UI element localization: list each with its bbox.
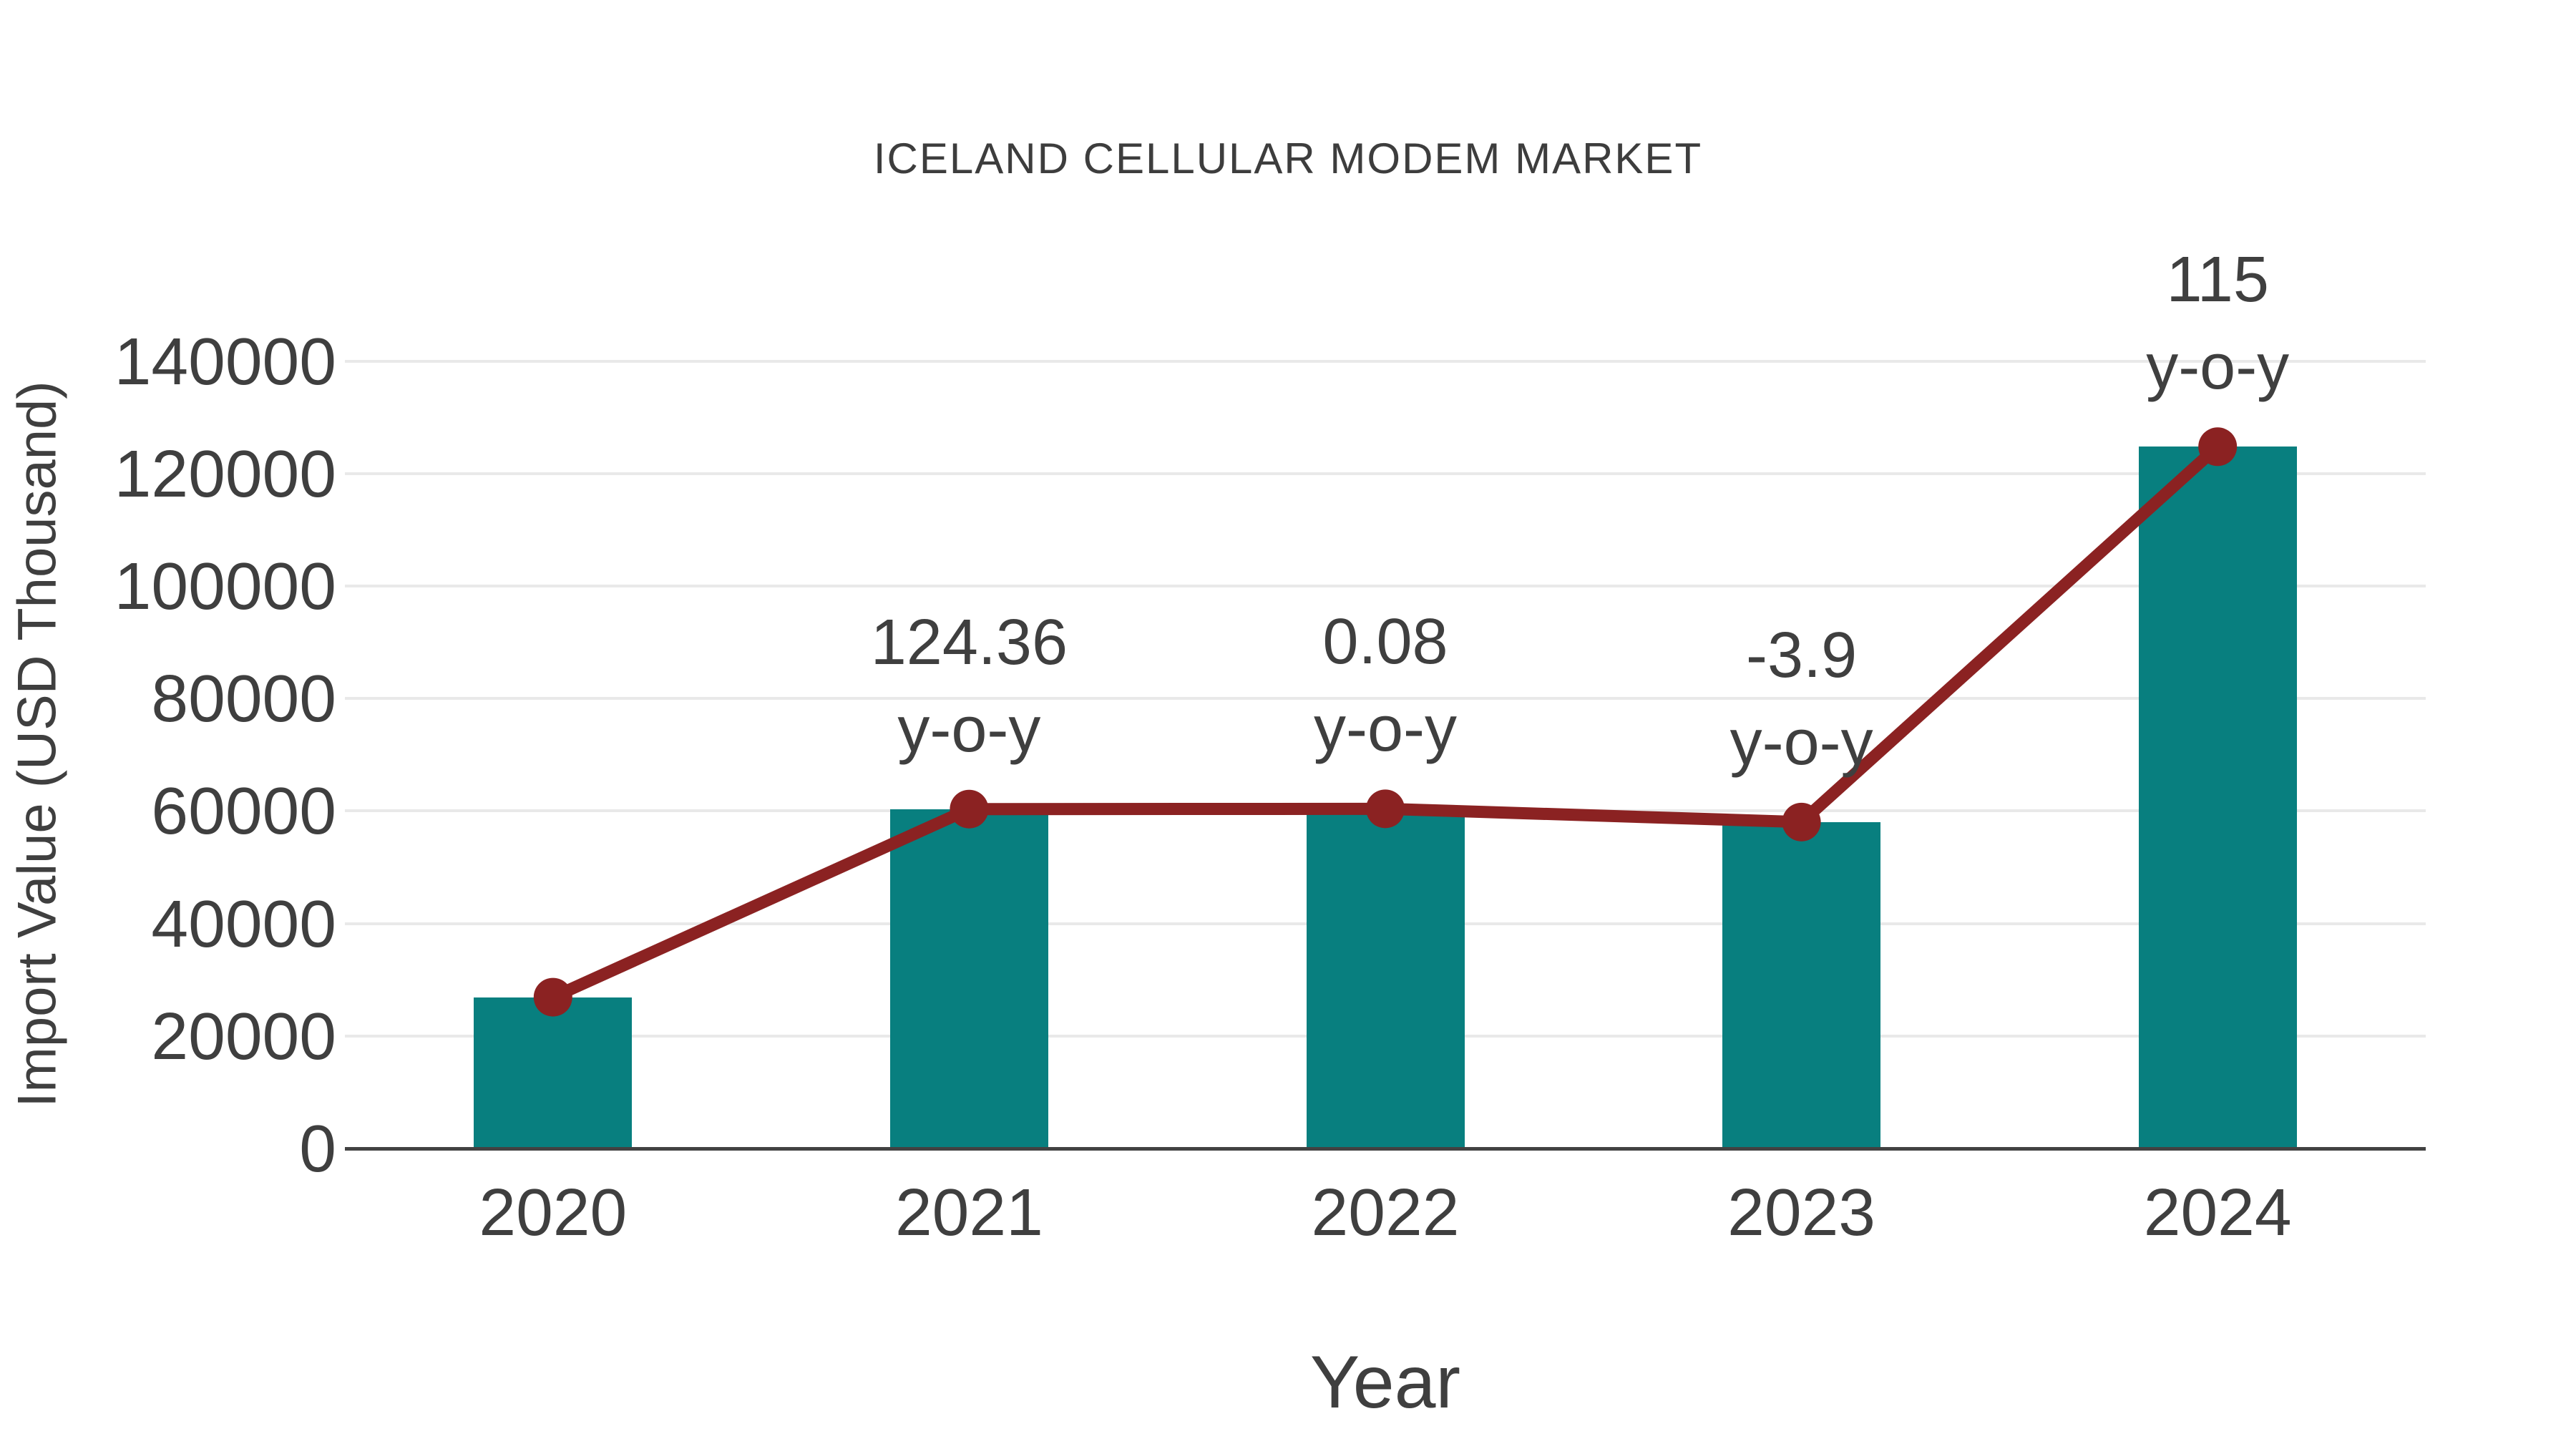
bar-2020 — [474, 997, 633, 1148]
y-tick-label-100000: 100000 — [114, 549, 336, 624]
data-point-marker-2024 — [2198, 427, 2238, 467]
plot-area: 2020 2021 2022 2023 2024 124.36 y-o-y 0.08 y-o-y… — [345, 244, 2426, 1249]
data-point-marker-2023 — [1782, 802, 1821, 841]
y-tick-label-80000: 80000 — [151, 661, 336, 736]
bar-2022 — [1306, 809, 1465, 1148]
yoy-annotation-2021: 124.36 y-o-y — [754, 599, 1184, 774]
yoy-suffix-2023: y-o-y — [1729, 706, 1873, 779]
chart-title: ICELAND CELLULAR MODEM MARKET — [873, 135, 1703, 182]
yoy-value-2023: -3.9 — [1746, 619, 1858, 691]
x-tick-label-2024: 2024 — [2143, 1175, 2292, 1249]
x-tick-label-2022: 2022 — [1311, 1175, 1460, 1249]
yoy-suffix-2021: y-o-y — [897, 693, 1041, 766]
yoy-annotation-2022: 0.08 y-o-y — [1171, 598, 1600, 773]
y-tick-label-140000: 140000 — [114, 323, 336, 399]
bar-2021 — [889, 809, 1048, 1148]
y-tick-label-120000: 120000 — [114, 436, 336, 511]
gridline-100000 — [345, 585, 2426, 588]
gridline-140000 — [345, 359, 2426, 363]
y-tick-label-0: 0 — [299, 1111, 336, 1186]
yoy-annotation-2024: 115 y-o-y — [2003, 236, 2432, 411]
gridline-120000 — [345, 472, 2426, 475]
data-point-marker-2021 — [950, 789, 989, 829]
yoy-value-2022: 0.08 — [1322, 606, 1448, 678]
bar-2023 — [1722, 821, 1881, 1148]
data-point-marker-2020 — [533, 977, 572, 1017]
x-tick-label-2023: 2023 — [1727, 1175, 1876, 1249]
yoy-value-2021: 124.36 — [870, 606, 1068, 678]
gridline-80000 — [345, 697, 2426, 701]
x-axis-label: Year — [1309, 1341, 1461, 1424]
bar-2024 — [2138, 447, 2297, 1148]
x-tick-label-2020: 2020 — [479, 1175, 628, 1249]
y-tick-label-60000: 60000 — [151, 774, 336, 849]
x-tick-label-2021: 2021 — [894, 1175, 1043, 1249]
yoy-suffix-2024: y-o-y — [2146, 331, 2290, 404]
data-point-marker-2022 — [1366, 789, 1405, 829]
x-axis-line — [345, 1147, 2426, 1151]
trend-line-layer — [533, 427, 2238, 1017]
yoy-value-2024: 115 — [2166, 244, 2269, 316]
y-tick-label-40000: 40000 — [151, 886, 336, 961]
yoy-annotation-2023: -3.9 y-o-y — [1587, 612, 2016, 786]
yoy-suffix-2022: y-o-y — [1314, 693, 1457, 766]
y-tick-label-20000: 20000 — [151, 998, 336, 1073]
